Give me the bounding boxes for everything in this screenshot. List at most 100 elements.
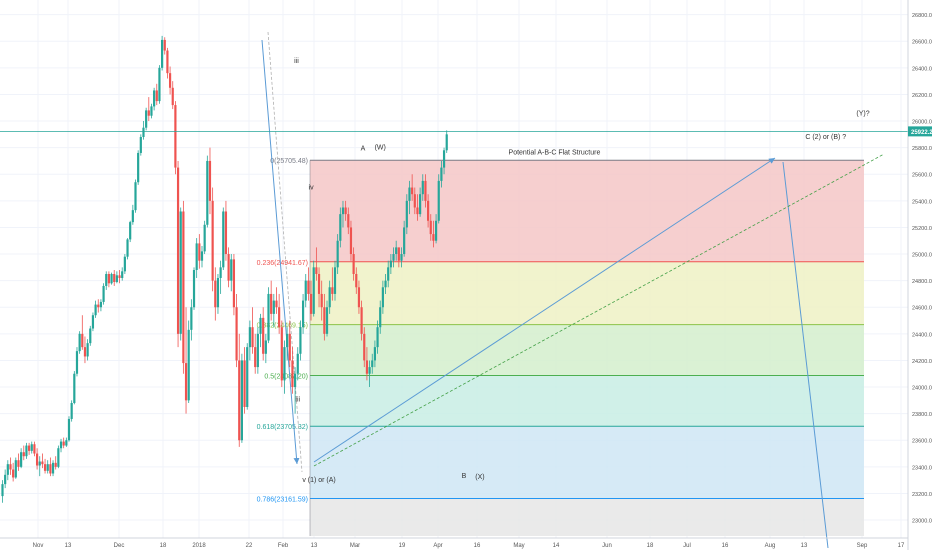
y-tick-label: 25200.00 <box>912 226 932 232</box>
candles <box>1 35 448 503</box>
candle-body <box>102 285 105 302</box>
last-price-badge[interactable] <box>908 126 932 137</box>
x-tick-label: 19 <box>399 543 406 549</box>
candle-body <box>131 210 134 223</box>
wave-annotation: C (2) or (B) ? <box>805 134 846 141</box>
x-tick-label: Dec <box>114 543 125 549</box>
wave-annotation: iii <box>295 397 300 404</box>
last-price-label: 25922.29 <box>911 130 932 136</box>
candle-body <box>421 180 424 195</box>
candle-body <box>184 363 188 401</box>
candle-body <box>41 461 44 465</box>
candle-body <box>30 444 33 451</box>
x-tick-label: May <box>513 543 524 549</box>
y-tick-label: 24800.00 <box>912 279 932 285</box>
candle-body <box>153 90 156 107</box>
wave-1-decline-arrow[interactable] <box>261 39 300 465</box>
y-axis[interactable]: 23000.00 23200.00 23400.00 23600.00 23800.00… <box>907 0 932 550</box>
x-tick-label: Feb <box>278 543 289 549</box>
candle-body <box>264 340 267 354</box>
wave-annotation: Potential A-B-C Flat Structure <box>509 149 601 156</box>
candle-body <box>315 267 318 274</box>
candle-body <box>278 307 281 328</box>
projected-decline-arrow[interactable] <box>782 161 829 549</box>
candle-body <box>208 160 212 201</box>
candle-body <box>312 267 315 314</box>
candle-body <box>118 275 121 278</box>
candle-body <box>219 267 222 278</box>
candle-body <box>376 327 379 348</box>
candle-body <box>296 353 299 374</box>
candle-body <box>43 464 47 471</box>
wave-annotation: (X) <box>475 474 484 481</box>
candle-body <box>304 280 307 301</box>
x-tick-label: Jun <box>602 543 612 549</box>
x-tick-label: Jul <box>683 543 691 549</box>
candle-body <box>299 327 302 354</box>
candle-body <box>246 347 249 407</box>
candle-body <box>445 134 448 151</box>
x-tick-label: Apr <box>433 543 442 549</box>
candle-body <box>392 254 395 261</box>
candle-body <box>142 127 145 137</box>
candle-body <box>442 150 446 168</box>
candle-body <box>262 317 265 354</box>
candle-body <box>291 360 294 388</box>
y-tick-label: 24400.00 <box>912 332 932 338</box>
dashed-wave-line[interactable] <box>267 31 303 473</box>
candle-body <box>46 464 49 471</box>
trend-lines[interactable] <box>261 31 885 549</box>
candle-body <box>429 220 432 235</box>
dashed-trend-line[interactable] <box>313 153 885 467</box>
candle-body <box>379 307 382 328</box>
x-tick-label: 16 <box>722 543 729 549</box>
fib-level-label: 0.618(23705.32) <box>257 424 308 431</box>
candle-body <box>325 307 329 334</box>
fib-level-label: 0.236(24941.67) <box>257 260 308 267</box>
candle-body <box>403 227 406 255</box>
candle-body <box>408 187 411 201</box>
fib-level-label: 0.786(23161.59) <box>257 497 308 504</box>
candle-body <box>301 300 305 328</box>
x-tick-label: Aug <box>765 543 776 549</box>
candle-body <box>126 239 129 257</box>
candle-body <box>333 267 337 294</box>
candle-body <box>115 275 118 282</box>
candle-body <box>22 452 25 457</box>
wave-annotation: (Y)? <box>856 111 869 118</box>
y-tick-label: 25400.00 <box>912 199 932 205</box>
candle-body <box>147 110 150 116</box>
candle-body <box>275 300 278 308</box>
candle-body <box>49 464 52 474</box>
fib-level-label: 0.5(24087.20) <box>264 373 308 380</box>
x-axis[interactable]: Nov 13 Dec 18 2018 22 Feb 13 Mar 19 Apr 16 May 14 Jun 1… <box>0 537 908 549</box>
candle-body <box>99 301 103 308</box>
candle-body <box>65 440 68 446</box>
candle-body <box>54 462 57 467</box>
candle-body <box>267 293 270 341</box>
candle-body <box>365 360 369 374</box>
candle-body <box>166 50 169 74</box>
candle-body <box>347 214 350 228</box>
candle-body <box>1 484 4 497</box>
candle-body <box>432 234 435 241</box>
candle-body <box>411 187 414 195</box>
candle-body <box>360 307 363 334</box>
candle-body <box>355 273 358 288</box>
wave-b-rally-arrow[interactable] <box>313 157 776 463</box>
candle-body <box>179 211 182 334</box>
fibonacci-retracement[interactable]: 0(25705.48) 0.236(24941.67) 0.382(24469.15… <box>257 158 864 536</box>
candle-body <box>294 373 297 388</box>
y-tick-label: 26000.00 <box>912 120 932 126</box>
candle-body <box>283 347 286 381</box>
y-tick-label: 23800.00 <box>912 412 932 418</box>
candle-body <box>286 333 289 348</box>
candle-body <box>195 243 198 270</box>
candle-body <box>25 445 28 457</box>
candle-body <box>89 328 92 344</box>
candle-body <box>419 194 422 215</box>
wave-annotation: B <box>462 473 467 480</box>
y-tick-label: 23200.00 <box>912 492 932 498</box>
candle-body <box>161 39 164 68</box>
